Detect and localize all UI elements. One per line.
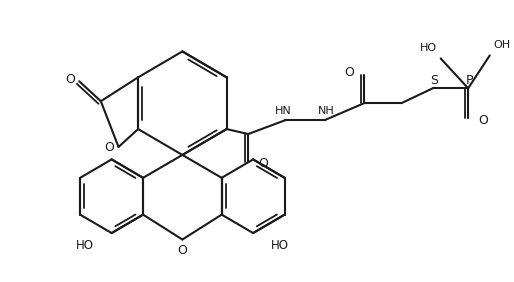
Text: P: P: [465, 74, 473, 87]
Text: O: O: [65, 73, 76, 86]
Text: O: O: [104, 142, 114, 155]
Text: O: O: [258, 157, 268, 170]
Text: S: S: [430, 74, 438, 87]
Text: HN: HN: [275, 106, 292, 116]
Text: O: O: [344, 66, 354, 79]
Text: NH: NH: [318, 106, 335, 116]
Text: OH: OH: [493, 41, 511, 50]
Text: HO: HO: [271, 239, 289, 252]
Text: HO: HO: [76, 239, 94, 252]
Text: HO: HO: [419, 43, 437, 54]
Text: O: O: [177, 244, 187, 257]
Text: O: O: [478, 114, 488, 127]
